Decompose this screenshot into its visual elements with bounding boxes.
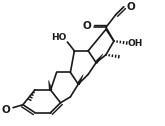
Text: O: O <box>126 2 135 12</box>
Polygon shape <box>49 80 52 90</box>
Text: HO: HO <box>51 33 66 42</box>
Text: O: O <box>83 21 92 31</box>
Polygon shape <box>77 74 83 85</box>
Text: O: O <box>2 105 11 115</box>
Text: OH: OH <box>128 39 143 49</box>
Polygon shape <box>95 54 103 64</box>
